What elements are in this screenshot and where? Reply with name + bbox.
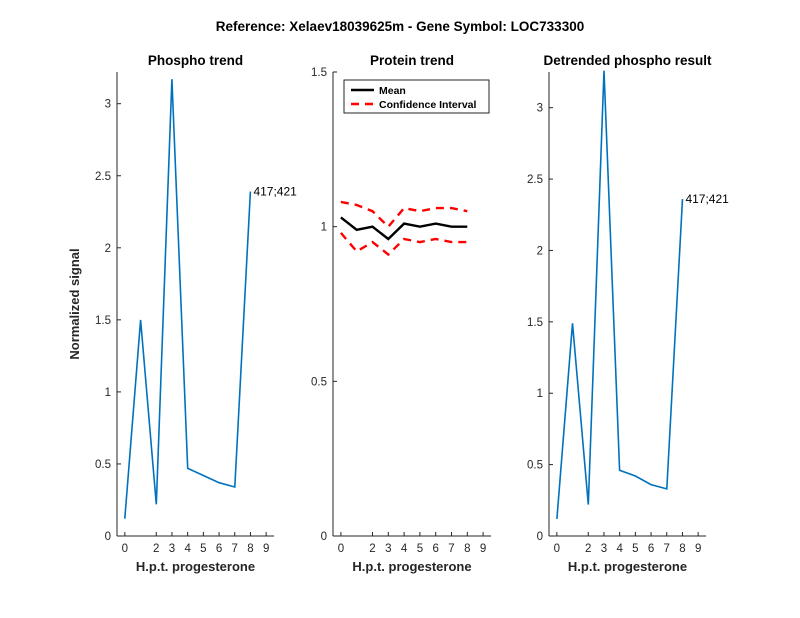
x-tick-label: 3: [601, 543, 607, 555]
subplot-2-title: Protein trend: [370, 53, 454, 68]
y-tick-label: 3: [537, 103, 543, 115]
x-tick-label: 9: [263, 543, 269, 555]
y-tick-label: 1.5: [95, 315, 111, 327]
y-tick-label: 0: [105, 531, 111, 543]
x-tick-label: 7: [448, 543, 454, 555]
x-tick-label: 2: [369, 543, 375, 555]
x-tick-label: 7: [664, 543, 670, 555]
legend: Mean Confidence Interval: [343, 79, 490, 114]
y-tick-label: 0.5: [311, 376, 327, 388]
x-tick-label: 3: [169, 543, 175, 555]
y-tick-label: 0: [321, 531, 327, 543]
subplot-2: Protein trend 0 0.5 1 1.5 0 2 3 4 5 6 7 8 9 H.p.t. pro…: [311, 53, 491, 574]
point-annotation: 417;421: [685, 192, 729, 206]
y-tick-label: 2: [105, 243, 111, 255]
x-tick-label: 6: [216, 543, 222, 555]
phospho-line: [124, 79, 252, 519]
x-tick-label: 0: [554, 543, 560, 555]
x-tick-label: 2: [153, 543, 159, 555]
x-tick-label: 4: [401, 543, 408, 555]
y-tick-label: 0.5: [95, 459, 111, 471]
x-tick-label: 3: [385, 543, 391, 555]
legend-label: Confidence Interval: [379, 99, 477, 111]
x-tick-label: 5: [200, 543, 206, 555]
y-tick-label: 2.5: [527, 174, 543, 186]
x-tick-label: 6: [648, 543, 654, 555]
figure-title: Reference: Xelaev18039625m - Gene Symbol…: [216, 19, 584, 34]
y-tick-label: 1: [321, 222, 327, 234]
legend-box: [343, 79, 490, 114]
x-tick-label: 8: [464, 543, 470, 555]
x-axis-label: H.p.t. progesterone: [568, 559, 687, 574]
point-annotation: 417;421: [253, 185, 297, 199]
x-tick-label: 5: [417, 543, 423, 555]
subplot-3-title: Detrended phospho result: [543, 53, 712, 68]
x-tick-label: 8: [679, 543, 685, 555]
phospho-line: [556, 70, 684, 519]
x-axis-label: H.p.t. progesterone: [352, 559, 471, 574]
x-tick-label: 7: [232, 543, 238, 555]
x-tick-label: 9: [695, 543, 701, 555]
x-tick-label: 0: [122, 543, 128, 555]
x-tick-label: 4: [616, 543, 623, 555]
legend-label: Mean: [379, 85, 406, 97]
y-tick-label: 0: [537, 531, 543, 543]
x-tick-label: 2: [585, 543, 591, 555]
y-axis-label: Normalized signal: [67, 248, 82, 359]
y-tick-label: 1: [537, 388, 543, 400]
y-tick-label: 1: [105, 387, 111, 399]
y-tick-label: 0.5: [527, 460, 543, 472]
confidence-interval-line: [340, 200, 468, 229]
y-tick-label: 2.5: [95, 171, 111, 183]
x-axis-label: H.p.t. progesterone: [136, 559, 255, 574]
y-tick-label: 2: [537, 245, 543, 257]
x-tick-label: 6: [432, 543, 438, 555]
confidence-interval-line: [339, 232, 468, 257]
x-tick-label: 8: [247, 543, 253, 555]
y-tick-label: 1.5: [311, 67, 327, 79]
x-tick-label: 4: [184, 543, 191, 555]
subplot-1-title: Phospho trend: [148, 53, 243, 68]
x-tick-label: 0: [338, 543, 344, 555]
mean-line: [340, 216, 468, 241]
y-tick-label: 3: [105, 99, 111, 111]
y-tick-label: 1.5: [527, 317, 543, 329]
x-tick-label: 9: [480, 543, 486, 555]
x-tick-label: 5: [632, 543, 638, 555]
